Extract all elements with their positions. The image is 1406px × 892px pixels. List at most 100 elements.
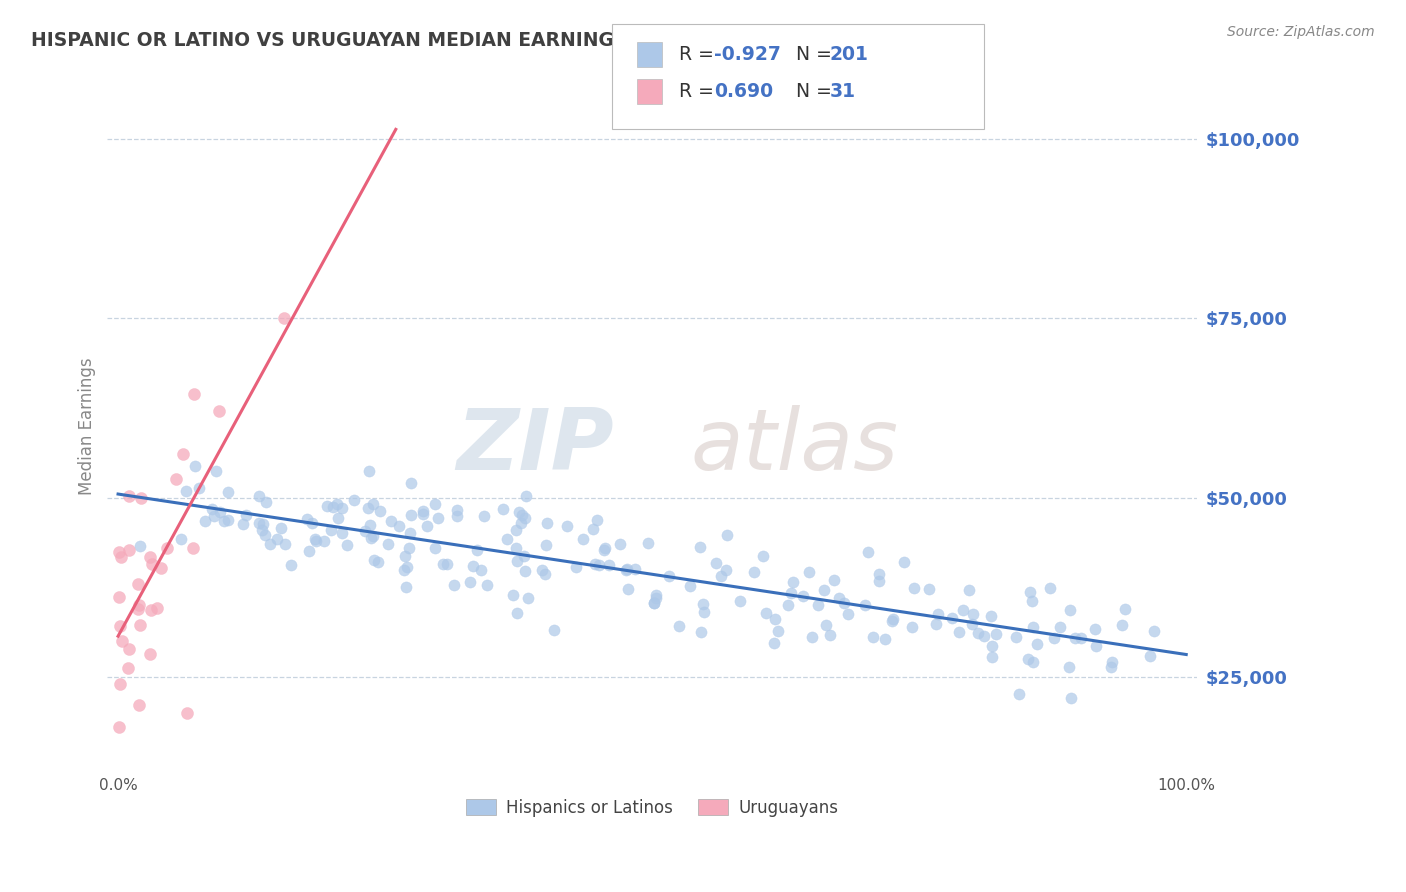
Text: 31: 31: [830, 82, 855, 102]
Point: [326, 511, 349, 525]
Point: [174, 483, 197, 498]
Point: [689, 625, 711, 640]
Point: [181, 541, 204, 556]
Text: Source: ZipAtlas.com: Source: ZipAtlas.com: [1227, 25, 1375, 39]
Point: [496, 533, 519, 547]
Point: [924, 617, 946, 632]
Point: [377, 537, 399, 551]
Point: [679, 579, 702, 593]
Point: [145, 600, 167, 615]
Point: [170, 533, 193, 547]
Point: [360, 531, 382, 545]
Point: [1017, 651, 1039, 665]
Point: [505, 524, 527, 538]
Point: [832, 596, 855, 610]
Point: [952, 603, 974, 617]
Point: [395, 560, 418, 574]
Point: [465, 543, 488, 558]
Point: [354, 524, 377, 538]
Point: [432, 558, 454, 572]
Point: [658, 569, 681, 583]
Point: [304, 533, 326, 548]
Point: [762, 636, 785, 650]
Point: [1070, 631, 1092, 645]
Point: [714, 563, 737, 577]
Point: [427, 511, 450, 525]
Point: [506, 554, 529, 568]
Point: [139, 603, 162, 617]
Point: [247, 516, 270, 530]
Point: [797, 565, 820, 579]
Point: [828, 591, 851, 605]
Point: [249, 489, 271, 503]
Point: [150, 560, 173, 574]
Point: [598, 558, 620, 572]
Point: [868, 566, 890, 581]
Point: [470, 562, 492, 576]
Point: [118, 641, 141, 656]
Point: [614, 563, 637, 577]
Point: [322, 500, 344, 515]
Point: [128, 539, 150, 553]
Point: [588, 558, 610, 573]
Point: [941, 611, 963, 625]
Point: [326, 497, 349, 511]
Point: [266, 532, 288, 546]
Point: [273, 311, 295, 326]
Point: [508, 505, 530, 519]
Point: [1111, 618, 1133, 632]
Point: [368, 504, 391, 518]
Point: [128, 618, 150, 632]
Point: [530, 563, 553, 577]
Point: [363, 553, 385, 567]
Point: [201, 501, 224, 516]
Point: [927, 607, 949, 622]
Point: [903, 581, 925, 595]
Point: [357, 500, 380, 515]
Point: [1008, 687, 1031, 701]
Point: [270, 520, 292, 534]
Point: [399, 476, 422, 491]
Point: [254, 527, 277, 541]
Point: [183, 386, 205, 401]
Point: [1099, 660, 1122, 674]
Point: [1084, 639, 1107, 653]
Text: HISPANIC OR LATINO VS URUGUAYAN MEDIAN EARNINGS CORRELATION CHART: HISPANIC OR LATINO VS URUGUAYAN MEDIAN E…: [31, 31, 859, 50]
Point: [565, 560, 588, 574]
Text: 0.690: 0.690: [714, 82, 773, 102]
Point: [314, 534, 336, 549]
Point: [110, 550, 132, 565]
Point: [616, 562, 638, 576]
Point: [1005, 630, 1028, 644]
Point: [380, 515, 402, 529]
Point: [367, 555, 389, 569]
Point: [209, 505, 232, 519]
Point: [1049, 620, 1071, 634]
Point: [709, 569, 731, 583]
Point: [962, 617, 984, 632]
Point: [446, 503, 468, 517]
Point: [704, 556, 727, 570]
Point: [316, 499, 339, 513]
Point: [172, 447, 194, 461]
Point: [111, 634, 134, 648]
Point: [202, 508, 225, 523]
Point: [515, 489, 537, 503]
Point: [184, 459, 207, 474]
Point: [776, 599, 799, 613]
Point: [359, 518, 381, 533]
Point: [981, 649, 1004, 664]
Text: atlas: atlas: [690, 405, 898, 488]
Text: N =: N =: [796, 82, 838, 102]
Point: [948, 624, 970, 639]
Point: [165, 472, 187, 486]
Point: [957, 582, 980, 597]
Point: [593, 542, 616, 557]
Point: [392, 564, 415, 578]
Point: [973, 629, 995, 643]
Point: [1060, 690, 1083, 705]
Point: [330, 501, 353, 516]
Point: [766, 624, 789, 638]
Point: [295, 512, 318, 526]
Point: [254, 495, 277, 509]
